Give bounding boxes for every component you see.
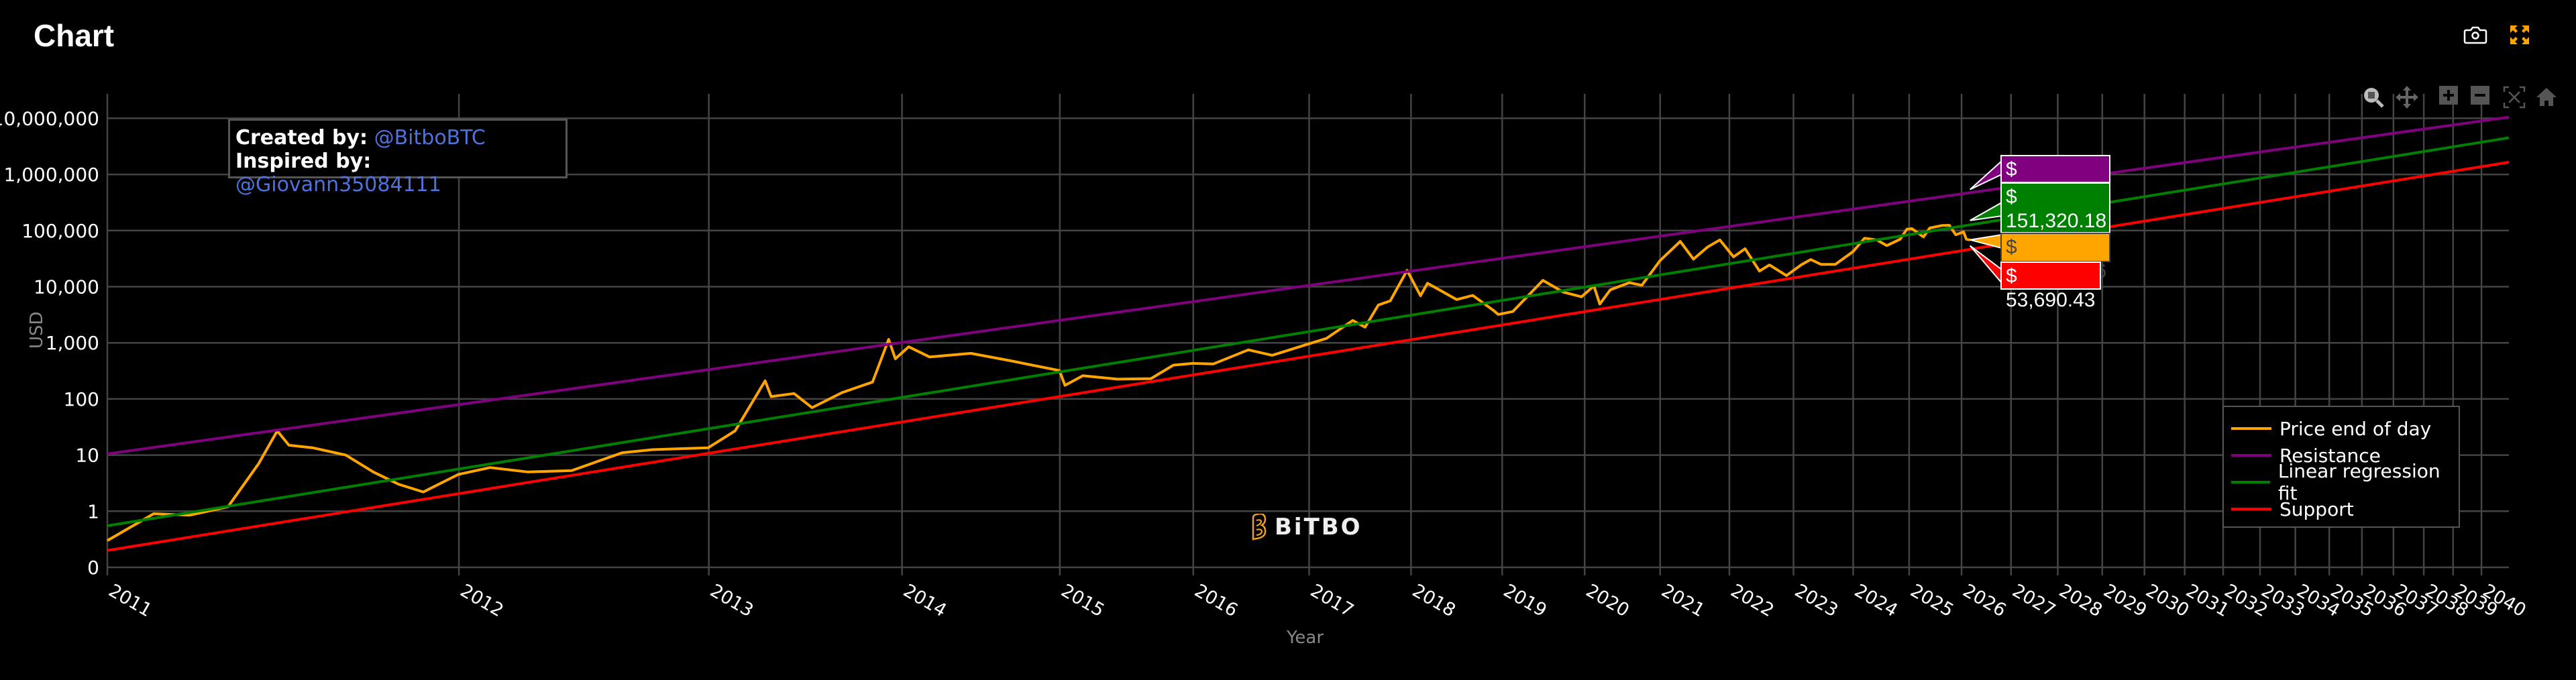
legend-swatch-resistance [2231,454,2271,457]
page-title: Chart [34,18,115,53]
svg-text:2031: 2031 [2182,580,2233,621]
svg-text:2013: 2013 [706,580,757,621]
legend-item-support[interactable]: Support [2224,496,2459,522]
svg-text:0: 0 [87,557,99,579]
svg-text:10: 10 [75,445,99,467]
x-axis-tick-labels: 2011 2012 2013 2014 2015 2016 2017 2018 2019 2020… [105,580,2530,621]
home-reset-icon [2536,88,2557,106]
inspired-by-label: Inspired by: [235,150,372,173]
svg-text:100,000: 100,000 [21,220,99,242]
download-image-button[interactable] [2463,24,2487,46]
svg-text:10,000: 10,000 [34,276,99,298]
created-by-link[interactable]: @BitboBTC [374,126,486,150]
svg-text:2018: 2018 [1409,580,1459,621]
autoscale-icon [2503,86,2526,109]
svg-text:1: 1 [87,500,99,522]
svg-text:2021: 2021 [1658,580,1708,621]
y-axis-title: USD [27,311,47,349]
hover-label-resistance: $ 538,916.45 [2000,155,2110,205]
created-by-label: Created by: [235,126,368,150]
bitbo-logo-icon [1252,514,1267,541]
hover-label-regression: $ 151,320.18 2026-03-03 [2000,182,2110,280]
bitbo-watermark: BiTBO [1250,514,1362,541]
legend-swatch-price [2231,427,2271,430]
zoom-in-icon [2439,86,2458,105]
pan-button[interactable] [2396,86,2418,109]
svg-text:1,000: 1,000 [46,332,99,354]
svg-text:2024: 2024 [1851,580,1901,621]
svg-text:2026: 2026 [1960,580,2010,621]
svg-text:2014: 2014 [900,580,950,621]
autoscale-button[interactable] [2503,86,2526,109]
legend-item-regression[interactable]: Linear regression fit [2224,460,2459,504]
svg-text:10,000,000: 10,000,000 [0,107,99,129]
svg-text:2017: 2017 [1307,580,1357,621]
legend-item-resistance[interactable]: Resistance [2224,442,2459,469]
svg-text:2030: 2030 [2142,580,2192,621]
fullscreen-button[interactable] [2508,24,2532,46]
chart-legend: Price end of day Resistance Linear regre… [2222,406,2460,528]
legend-label: Resistance [2279,444,2381,467]
svg-text:2029: 2029 [2100,580,2150,621]
hover-label-price: $ 68,305.686 [2000,233,2110,282]
zoom-out-icon [2471,86,2489,105]
svg-text:2012: 2012 [457,580,507,621]
svg-text:1,000,000: 1,000,000 [3,164,99,186]
svg-text:2015: 2015 [1057,580,1108,621]
legend-item-price[interactable]: Price end of day [2224,415,2459,442]
legend-swatch-support [2231,508,2271,510]
svg-text:2025: 2025 [1907,580,1957,621]
watermark-text: BiTBO [1275,514,1362,541]
camera-icon [2463,26,2487,44]
svg-text:2022: 2022 [1727,580,1777,621]
svg-text:100: 100 [64,388,99,410]
inspired-by-link[interactable]: @Giovann35084111 [235,173,441,196]
svg-text:2016: 2016 [1191,580,1241,621]
svg-text:2028: 2028 [2055,580,2106,621]
hover-regression-value: $ 151,320.18 [2006,186,2107,232]
reset-axes-button[interactable] [2535,86,2558,109]
expand-arrows-icon [2510,25,2529,44]
svg-text:2027: 2027 [2008,580,2059,621]
legend-swatch-regression [2231,481,2270,484]
svg-text:2023: 2023 [1791,580,1841,621]
legend-label: Price end of day [2279,417,2432,440]
svg-text:2019: 2019 [1500,580,1550,621]
y-axis-tick-labels: 0 1 10 100 1,000 10,000 100,000 1,000,000 10,000… [0,107,99,579]
credits-annotation: Created by: @BitboBTC Inspired by: @Giov… [228,119,568,196]
x-axis-title: Year [1287,628,1324,648]
zoom-in-button[interactable] [2439,86,2462,109]
zoom-out-button[interactable] [2471,86,2493,109]
zoom-icon [2364,88,2384,108]
svg-text:2011: 2011 [105,580,156,621]
pan-icon [2396,86,2418,109]
legend-label: Linear regression fit [2277,460,2440,504]
legend-label: Support [2279,498,2354,520]
svg-text:2020: 2020 [1582,580,1633,621]
hover-label-support: $ 53,690.43 [2000,262,2101,311]
zoom-button[interactable] [2362,86,2385,109]
